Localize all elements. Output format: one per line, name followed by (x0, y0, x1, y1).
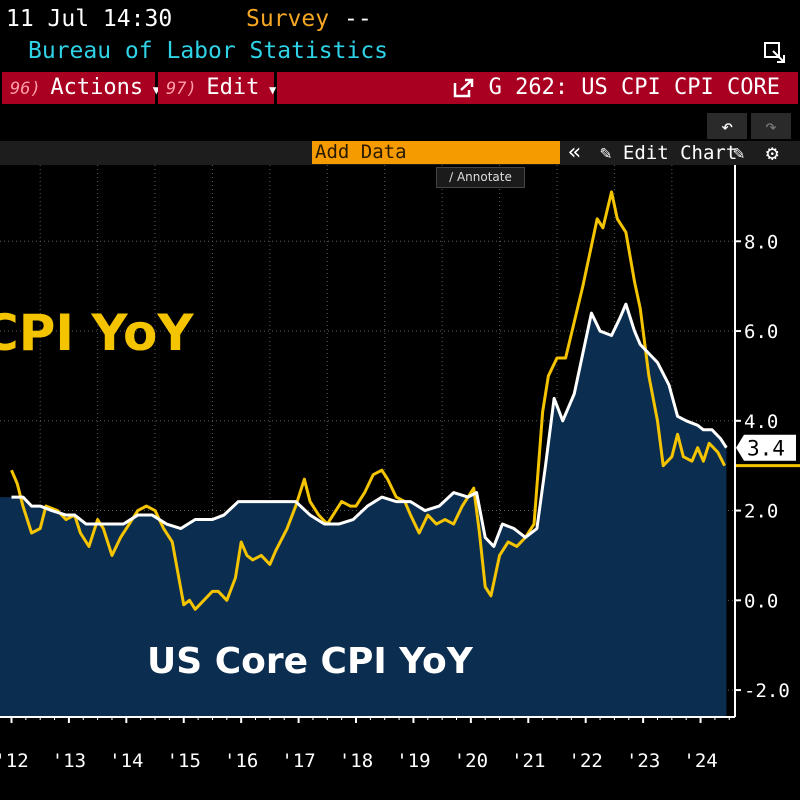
x-tick-label: '13 (52, 750, 86, 772)
survey-value: -- (344, 6, 372, 32)
gear-icon[interactable]: ⚙ (766, 141, 779, 165)
y-tick-label: 4.0 (744, 411, 778, 433)
edit-menu[interactable]: 97) Edit ▼ (158, 72, 277, 104)
x-tick-label: '24 (683, 750, 717, 772)
x-tick-label: '18 (339, 750, 373, 772)
edit-chart-label: Edit Chart (622, 142, 738, 164)
x-tick-label: '15 (167, 750, 201, 772)
triangle-down-icon: ▼ (268, 83, 277, 97)
release-time: 11 Jul 14:30 (6, 6, 173, 32)
cpi-series-label: CPI YoY (0, 304, 194, 362)
actions-menu-number: 96) (10, 79, 41, 99)
core-last-value-label: 3.4 (747, 437, 785, 461)
triangle-down-icon: ▼ (152, 83, 160, 97)
survey-label: Survey (246, 6, 330, 32)
popout-icon[interactable] (453, 78, 475, 98)
x-tick-label: '20 (454, 750, 488, 772)
annotate-pencil-icon: ∕ (449, 170, 454, 184)
chart-marks: 3.4 (736, 434, 800, 468)
y-tick-label: -2.0 (744, 680, 790, 702)
actions-menu[interactable]: 96) Actions ▼ (2, 72, 160, 104)
undo-icon[interactable]: ↶ (707, 113, 747, 139)
undo-redo-group: ↶ ↷ (707, 113, 793, 139)
edit-menu-number: 97) (166, 79, 197, 99)
x-tick-label: '14 (109, 750, 143, 772)
actions-menu-label: Actions (50, 75, 144, 100)
expand-icon[interactable] (764, 42, 786, 64)
chart-title: G 262: US CPI CPI CORE (488, 75, 780, 100)
edit-chart-button[interactable]: ✎ Edit Chart (600, 141, 737, 165)
annotate-button[interactable]: ∕ Annotate (436, 167, 525, 188)
y-tick-label: 8.0 (744, 231, 778, 253)
axes: 8.0 6.0 4.0 2.0 0.0 -2.0 '12 '13 '14 '15 '16 '17 '18… (0, 165, 790, 772)
x-tick-label: '21 (511, 750, 545, 772)
collapse-icon[interactable]: « (568, 140, 582, 165)
chart-style-icon[interactable]: ✎ (733, 142, 745, 164)
y-tick-label: 0.0 (744, 590, 778, 612)
core-cpi-line (11, 302, 728, 548)
redo-icon[interactable]: ↷ (751, 113, 791, 139)
x-tick-label: '17 (281, 750, 315, 772)
x-tick-label: '12 (0, 750, 29, 772)
x-tick-label: '22 (569, 750, 603, 772)
source-label: Bureau of Labor Statistics (28, 38, 389, 64)
add-data-input[interactable]: Add Data (312, 141, 560, 164)
menu-bar: 96) Actions ▼ 97) Edit ▼ G 262: US CPI C… (0, 72, 800, 104)
x-tick-label: '19 (396, 750, 430, 772)
core-series-label: US Core CPI YoY (147, 641, 473, 682)
chart-canvas: 8.0 6.0 4.0 2.0 0.0 -2.0 '12 '13 '14 '15 '16 '17 '18… (0, 165, 800, 772)
core-last-value-badge (736, 434, 796, 461)
chart-title-bar (277, 72, 798, 104)
edit-menu-label: Edit (206, 75, 260, 100)
x-tick-label: '23 (626, 750, 660, 772)
header-row: 11 Jul 14:30 Survey -- (0, 4, 800, 36)
pencil-icon: ✎ (600, 142, 612, 164)
y-tick-label: 6.0 (744, 321, 778, 343)
annotate-label: Annotate (456, 170, 512, 184)
x-tick-label: '16 (224, 750, 258, 772)
y-tick-label: 2.0 (744, 501, 778, 523)
